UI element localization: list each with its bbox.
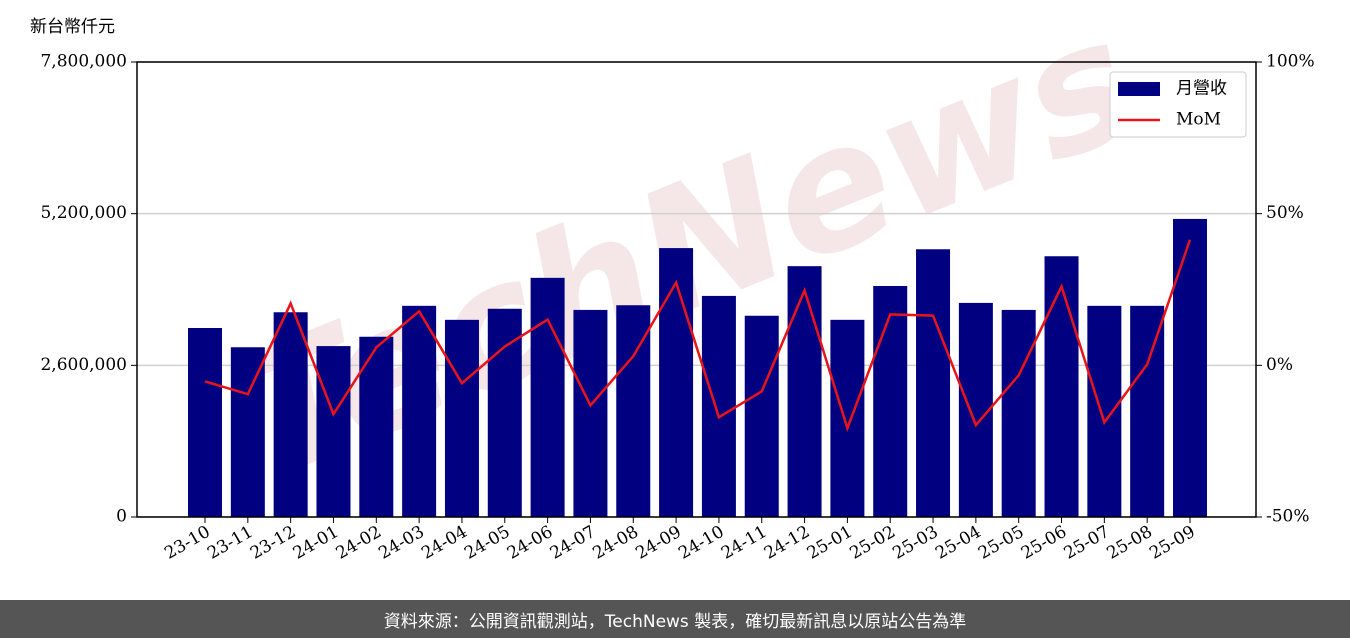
legend-label: 月營收 (1176, 79, 1227, 99)
bar (444, 319, 479, 517)
bar (230, 347, 265, 517)
y-tick-label: 5,200,000 (40, 203, 127, 223)
x-tick-label: 24-02 (333, 522, 385, 564)
bar (958, 302, 993, 517)
legend-label: MoM (1176, 110, 1221, 130)
y2-tick-label: 50% (1266, 203, 1304, 223)
y-axis-label: 新台幣仟元 (30, 17, 115, 37)
bar (273, 312, 308, 517)
x-tick-label: 23-10 (161, 522, 213, 564)
bar (744, 315, 779, 517)
y-tick-label: 0 (116, 507, 127, 527)
legend-swatch (1118, 82, 1160, 96)
y-tick-label: 2,600,000 (40, 355, 127, 375)
bar (530, 277, 565, 517)
footer: 資料來源：公開資訊觀測站，TechNews 製表，確切最新訊息以原站公告為準 (0, 600, 1350, 638)
bar (573, 309, 608, 517)
y2-tick-label: 100% (1266, 52, 1315, 72)
x-tick-label: 25-01 (804, 522, 856, 564)
bar (787, 266, 822, 517)
bar (701, 295, 736, 517)
x-tick-label: 24-03 (375, 522, 427, 564)
x-tick-label: 24-11 (718, 522, 770, 564)
bar (188, 328, 222, 517)
bar (1001, 309, 1036, 517)
x-tick-label: 24-10 (675, 522, 727, 564)
x-tick-label: 25-03 (889, 522, 941, 564)
x-tick-label: 24-01 (290, 522, 342, 564)
x-tick-label: 25-07 (1061, 522, 1113, 564)
y-tick-label: 7,800,000 (40, 52, 127, 72)
x-tick-label: 23-12 (247, 522, 299, 564)
x-tick-label: 24-07 (547, 522, 599, 564)
plot-frame (136, 61, 1257, 518)
bar (616, 305, 651, 517)
x-tick-label: 24-08 (590, 522, 642, 564)
x-tick-label: 24-05 (461, 522, 513, 564)
bar (487, 308, 522, 517)
bar (1087, 305, 1122, 517)
line (204, 239, 1192, 432)
bar (873, 286, 908, 517)
y2-tick-label: -50% (1266, 507, 1310, 527)
x-tick-label: 25-08 (1103, 522, 1155, 564)
bar (830, 319, 865, 517)
x-tick-label: 23-11 (204, 522, 256, 564)
x-tick-label: 24-04 (418, 522, 470, 564)
x-tick-label: 25-04 (932, 522, 984, 564)
x-tick-label: 24-12 (761, 522, 813, 564)
bar (1130, 305, 1165, 517)
x-tick-label: 25-09 (1146, 522, 1198, 564)
bar (402, 305, 437, 517)
bar (659, 248, 694, 518)
bar (1173, 218, 1207, 517)
bar (1044, 256, 1079, 517)
y2-tick-label: 0% (1266, 355, 1293, 375)
x-tick-label: 25-06 (1018, 522, 1070, 564)
x-tick-label: 25-02 (847, 522, 899, 564)
x-tick-label: 24-09 (632, 522, 684, 564)
x-tick-label: 24-06 (504, 522, 556, 564)
bar (916, 249, 951, 517)
chart: 新台幣仟元 TechNews02,600,0005,200,0007,800,0… (30, 0, 1315, 564)
x-tick-label: 25-05 (975, 522, 1027, 564)
bar (316, 346, 351, 517)
